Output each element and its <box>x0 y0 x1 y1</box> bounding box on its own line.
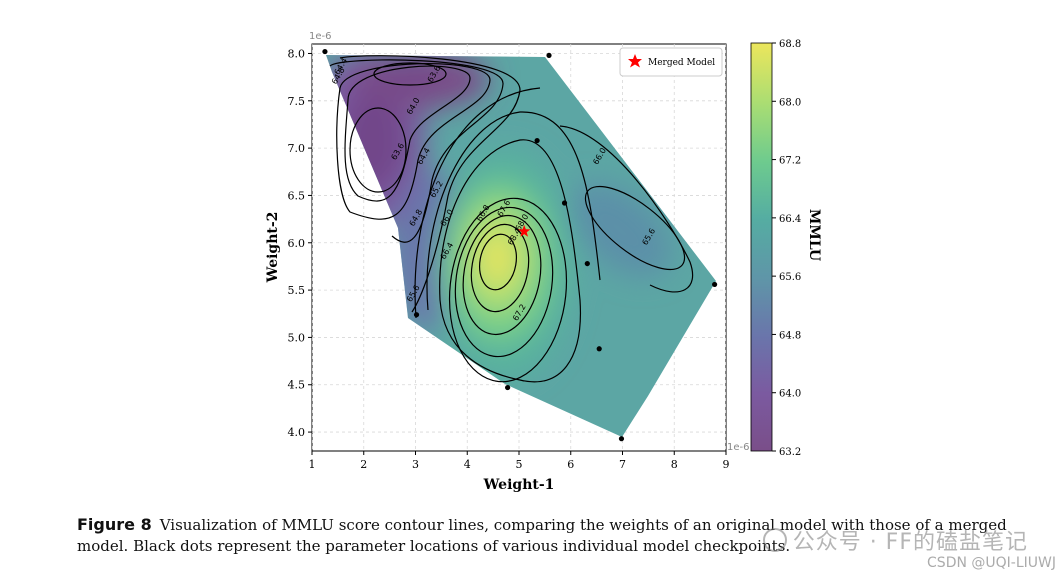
checkpoint-point <box>584 260 590 267</box>
checkpoint-point <box>618 436 625 442</box>
y-scale-label: 1e-6 <box>309 31 332 42</box>
caption-text: Visualization of MMLU score contour line… <box>77 516 1007 555</box>
checkpoint-point <box>534 137 540 144</box>
y-axis: 4.0 4.5 5.0 5.5 6.0 6.5 7.0 7.5 8.0 <box>288 47 312 439</box>
x-axis-label: Weight-1 <box>483 477 555 493</box>
y-tick-label: 8.0 <box>288 47 306 60</box>
checkpoint-point <box>546 52 552 58</box>
x-axis: 1 2 3 4 5 6 7 8 9 <box>309 451 730 471</box>
merged-model-marker <box>518 224 531 237</box>
y-tick-label: 4.0 <box>288 426 306 439</box>
colorbar-tick-label: 66.4 <box>779 214 801 225</box>
colorbar-tick-label: 67.2 <box>779 156 801 167</box>
y-axis-label: Weight-2 <box>265 212 281 284</box>
x-tick-label: 9 <box>723 458 730 471</box>
y-tick-label: 6.5 <box>288 189 306 202</box>
figure-label: Figure 8 <box>77 515 152 534</box>
colorbar-tick-label: 64.8 <box>779 330 801 341</box>
csdn-watermark: CSDN @UQI-LIUWJ <box>927 555 1056 571</box>
x-tick-label: 2 <box>360 458 367 471</box>
checkpoint-point <box>322 48 328 55</box>
x-tick-label: 6 <box>567 458 574 471</box>
colorbar-tick-label: 64.0 <box>779 389 801 400</box>
y-tick-label: 5.5 <box>288 284 306 297</box>
y-tick-label: 4.5 <box>288 379 306 392</box>
y-tick-label: 7.5 <box>288 95 306 108</box>
colorbar-tick-label: 63.2 <box>779 447 801 458</box>
contour-figure: 64.464.8 63.664.063.6 64.465.264.8 66.066.4… <box>265 31 822 493</box>
checkpoint-point <box>561 200 568 206</box>
checkpoint-point <box>413 312 420 318</box>
x-tick-label: 4 <box>464 458 471 471</box>
x-tick-label: 5 <box>516 458 523 471</box>
checkpoint-point <box>505 384 511 391</box>
x-tick-label: 1 <box>309 458 316 471</box>
watermark-text: 公众号 · FF的磕盐笔记 <box>792 530 1028 555</box>
merged-model-star-icon <box>518 224 531 237</box>
legend-star-icon <box>628 54 642 68</box>
checkpoint-point <box>712 281 718 288</box>
checkpoint-point <box>596 346 602 352</box>
x-scale-label: 1e-6 <box>727 442 750 453</box>
y-tick-label: 7.0 <box>288 142 306 155</box>
checkpoints <box>322 48 718 442</box>
x-tick-label: 8 <box>671 458 678 471</box>
legend: Merged Model <box>619 47 723 77</box>
colorbar: 63.2 64.0 64.8 65.6 66.4 67.2 68.0 68.8 MMLU <box>750 39 822 458</box>
watermark: 公众号 · FF的磕盐笔记 <box>762 524 1028 556</box>
colorbar-tick-label: 68.0 <box>779 97 801 108</box>
colorbar-tick-label: 65.6 <box>779 272 801 283</box>
x-tick-label: 7 <box>619 458 626 471</box>
colorbar-tick-label: 68.8 <box>779 39 801 50</box>
colorbar-label: MMLU <box>806 209 822 261</box>
contour-lines <box>329 55 694 383</box>
y-tick-label: 6.0 <box>288 237 306 250</box>
y-tick-label: 5.0 <box>288 331 306 344</box>
x-tick-label: 3 <box>412 458 419 471</box>
legend-entry: Merged Model <box>648 58 715 68</box>
wechat-icon <box>762 528 787 552</box>
figure-caption: Figure 8 Visualization of MMLU score cont… <box>77 514 1037 557</box>
